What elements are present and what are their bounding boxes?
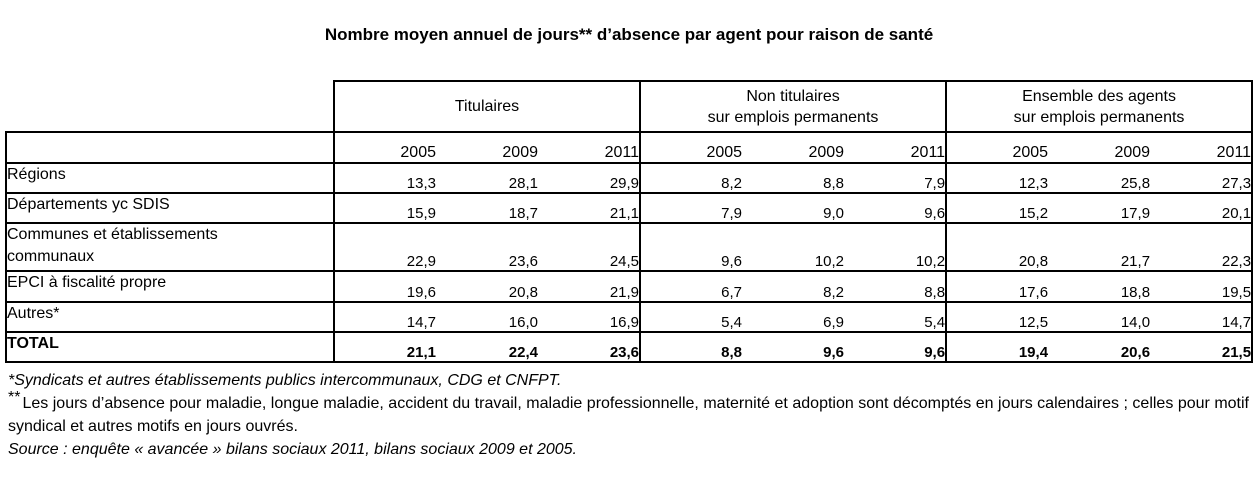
value-cell: 12,3: [945, 163, 1049, 194]
year-header: 2011: [538, 131, 641, 164]
group-header-non-titulaires: Non titulaires sur emplois permanents: [639, 80, 948, 133]
value-cell: 17,6: [945, 271, 1049, 303]
value-cell: 13,3: [333, 163, 436, 194]
table-row-departements: Départements yc SDIS 15,9 18,7 21,1 7,9 …: [5, 193, 1254, 224]
footnote-asterisk: *Syndicats et autres établissements publ…: [8, 372, 562, 389]
year-header: 2011: [1150, 131, 1254, 164]
value-cell: 21,5: [1150, 332, 1254, 363]
value-cell: 5,4: [639, 302, 743, 333]
value-cell: 22,3: [1150, 223, 1254, 272]
value-cell: 18,8: [1048, 271, 1151, 303]
value-cell: 20,8: [945, 223, 1049, 272]
value-cell: 9,6: [639, 223, 743, 272]
value-cell: 22,9: [333, 223, 436, 272]
year-header: 2005: [639, 131, 743, 164]
value-cell: 19,5: [1150, 271, 1254, 303]
corner-cell: [6, 81, 334, 132]
value-cell: 29,9: [538, 163, 641, 194]
year-header: 2009: [1048, 131, 1151, 164]
row-label: TOTAL: [5, 332, 335, 363]
value-cell: 12,5: [945, 302, 1049, 333]
table-row-total: TOTAL 21,1 22,4 23,6 8,8 9,6 9,6 19,4 20…: [5, 332, 1254, 363]
value-cell: 16,9: [538, 302, 641, 333]
value-cell: 14,0: [1048, 302, 1151, 333]
value-cell: 23,6: [436, 223, 538, 272]
value-cell: 9,6: [742, 332, 845, 363]
value-cell: 21,7: [1048, 223, 1151, 272]
row-label: Régions: [5, 163, 335, 194]
value-cell: 20,6: [1048, 332, 1151, 363]
value-cell: 28,1: [436, 163, 538, 194]
row-label: Autres*: [5, 302, 335, 333]
value-cell: 8,2: [742, 271, 845, 303]
value-cell: 9,6: [844, 332, 947, 363]
year-header: 2005: [333, 131, 436, 164]
year-header: 2009: [742, 131, 845, 164]
table-row-autres: Autres* 14,7 16,0 16,9 5,4 6,9 5,4 12,5 …: [5, 302, 1254, 333]
value-cell: 9,0: [742, 193, 845, 224]
value-cell: 6,7: [639, 271, 743, 303]
value-cell: 8,2: [639, 163, 743, 194]
group-header-ensemble: Ensemble des agents sur emplois permanen…: [945, 80, 1254, 133]
year-header: 2011: [844, 131, 947, 164]
table-title: Nombre moyen annuel de jours** d’absence…: [324, 25, 934, 44]
value-cell: 7,9: [844, 163, 947, 194]
footnote-text: Les jours d’absence pour maladie, longue…: [8, 395, 1249, 435]
value-cell: 19,4: [945, 332, 1049, 363]
table-row-epci: EPCI à fiscalité propre 19,6 20,8 21,9 6…: [5, 271, 1254, 303]
table-row-communes: Communes et établissements communaux 22,…: [5, 223, 1254, 272]
value-cell: 24,5: [538, 223, 641, 272]
value-cell: 25,8: [1048, 163, 1151, 194]
value-cell: 10,2: [742, 223, 845, 272]
source-line: Source : enquête « avancée » bilans soci…: [8, 441, 577, 458]
value-cell: 7,9: [639, 193, 743, 224]
footnotes: *Syndicats et autres établissements publ…: [8, 369, 1249, 461]
group-header-titulaires: Titulaires: [332, 80, 642, 133]
label-header-cell: [5, 131, 335, 164]
value-cell: 8,8: [844, 271, 947, 303]
value-cell: 8,8: [742, 163, 845, 194]
value-cell: 16,0: [436, 302, 538, 333]
value-cell: 14,7: [1150, 302, 1254, 333]
footnote-marker: **: [8, 389, 21, 406]
value-cell: 20,1: [1150, 193, 1254, 224]
absence-table: Titulaires Non titulaires sur emplois pe…: [5, 80, 1254, 363]
year-header-row: 2005 2009 2011 2005 2009 2011 2005 2009 …: [5, 131, 1254, 164]
table-row-regions: Régions 13,3 28,1 29,9 8,2 8,8 7,9 12,3 …: [5, 163, 1254, 194]
year-header: 2005: [945, 131, 1049, 164]
value-cell: 15,2: [945, 193, 1049, 224]
row-label: Départements yc SDIS: [5, 193, 335, 224]
value-cell: 20,8: [436, 271, 538, 303]
value-cell: 5,4: [844, 302, 947, 333]
group-header-row: Titulaires Non titulaires sur emplois pe…: [6, 80, 1254, 133]
value-cell: 18,7: [436, 193, 538, 224]
year-header: 2009: [436, 131, 538, 164]
value-cell: 15,9: [333, 193, 436, 224]
value-cell: 14,7: [333, 302, 436, 333]
value-cell: 21,9: [538, 271, 641, 303]
footnote-double-asterisk: ** Les jours d’absence pour maladie, long…: [8, 389, 1249, 438]
value-cell: 27,3: [1150, 163, 1254, 194]
value-cell: 9,6: [844, 193, 947, 224]
value-cell: 10,2: [844, 223, 947, 272]
value-cell: 21,1: [333, 332, 436, 363]
value-cell: 19,6: [333, 271, 436, 303]
value-cell: 17,9: [1048, 193, 1151, 224]
value-cell: 23,6: [538, 332, 641, 363]
value-cell: 21,1: [538, 193, 641, 224]
value-cell: 22,4: [436, 332, 538, 363]
value-cell: 6,9: [742, 302, 845, 333]
row-label: EPCI à fiscalité propre: [5, 271, 335, 303]
row-label: Communes et établissements communaux: [5, 223, 335, 272]
value-cell: 8,8: [639, 332, 743, 363]
